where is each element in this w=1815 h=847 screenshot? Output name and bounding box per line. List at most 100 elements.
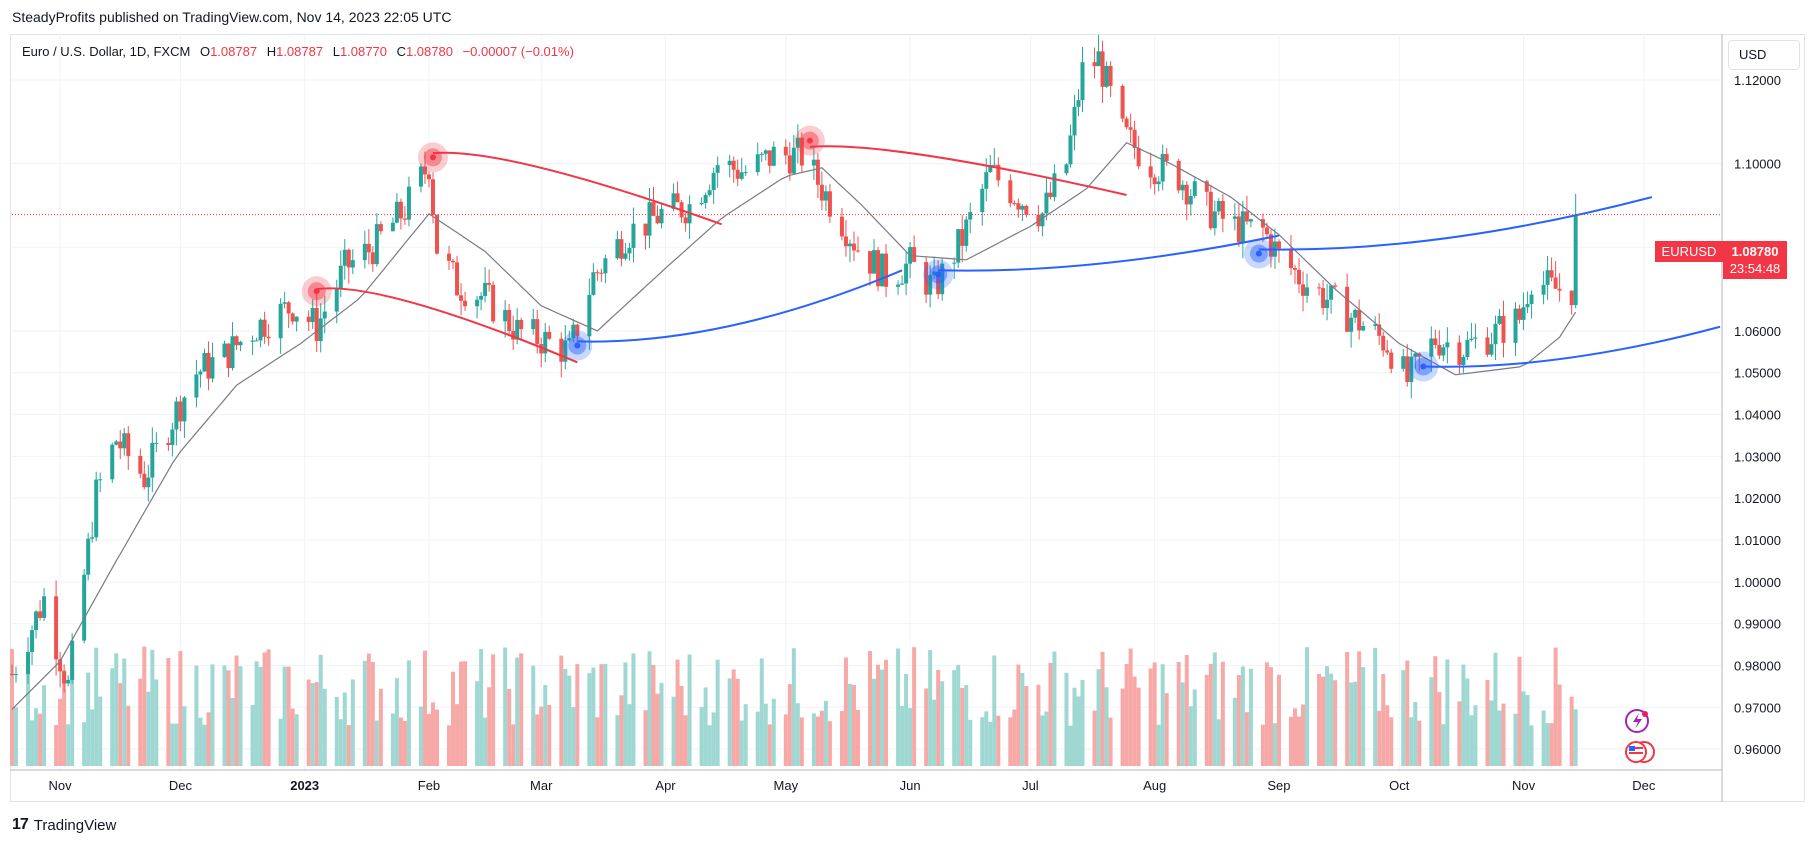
volume-bar <box>868 651 873 766</box>
publisher-line: SteadyProfits published on TradingView.c… <box>12 9 452 25</box>
candle-body <box>1132 129 1137 148</box>
volume-bar <box>735 678 740 766</box>
volume-bar <box>447 725 452 766</box>
volume-bar <box>1100 651 1105 766</box>
volume-bar <box>703 687 708 766</box>
candle-body <box>960 229 965 246</box>
candle-body <box>876 250 881 287</box>
volume-bar <box>1048 662 1053 766</box>
candle-body <box>603 258 608 274</box>
volume-bar <box>98 696 103 766</box>
volume-bar <box>1008 717 1013 766</box>
candle-body <box>743 172 748 174</box>
candle-body <box>567 338 572 341</box>
candle-body <box>394 201 399 223</box>
candle-body <box>426 174 431 180</box>
volume-bar <box>1473 705 1478 766</box>
volume-bar <box>1176 662 1181 766</box>
candle-body <box>1180 184 1185 191</box>
volume-bar <box>1020 672 1025 766</box>
volume-bar <box>936 669 941 766</box>
volume-bar <box>956 664 961 766</box>
volume-bar <box>451 671 456 766</box>
currency-button[interactable]: USD <box>1728 40 1800 70</box>
volume-bar <box>1276 674 1281 766</box>
candle-body <box>1329 285 1334 300</box>
candle-body <box>1305 287 1310 296</box>
volume-bar <box>1401 670 1406 766</box>
volume-bar <box>250 705 255 766</box>
candle-body <box>1248 219 1253 222</box>
volume-bar <box>623 662 628 766</box>
candle-body <box>507 309 512 331</box>
tradingview-brand: TradingView <box>33 816 117 834</box>
volume-bar <box>1096 669 1101 766</box>
volume-bar <box>1208 663 1213 766</box>
candle-body <box>1429 338 1434 357</box>
candle-body <box>783 146 788 156</box>
candle-body <box>1457 342 1462 365</box>
candle-body <box>34 611 39 631</box>
candle-body <box>166 442 171 446</box>
price-tag-price: 1.08780 <box>1732 244 1779 259</box>
candle-body <box>543 331 548 354</box>
candle-body <box>406 186 411 220</box>
volume-bar <box>370 661 375 766</box>
event-icons[interactable] <box>1625 709 1655 763</box>
candle-body <box>1052 173 1057 198</box>
candle-body <box>1204 181 1209 192</box>
volume-bar <box>1501 703 1506 766</box>
candle-body <box>194 374 199 398</box>
candle-body <box>1433 338 1438 345</box>
volume-bar <box>1152 662 1157 766</box>
volume-bar <box>1381 674 1386 766</box>
volume-bar <box>904 674 909 766</box>
volume-bar <box>1156 724 1161 766</box>
candle-body <box>1409 356 1414 383</box>
candle-body <box>535 319 540 345</box>
volume-bar <box>1128 648 1133 766</box>
candle-body <box>447 253 452 261</box>
candle-body <box>675 193 680 203</box>
volume-bar <box>1264 662 1269 766</box>
volume-bar <box>58 698 63 766</box>
volume-bar <box>908 708 913 766</box>
volume-bar <box>1497 710 1502 766</box>
candle-body <box>980 188 985 213</box>
candle-body <box>54 596 59 660</box>
candle-body <box>110 444 115 480</box>
footer[interactable]: 17 TradingView <box>12 816 116 834</box>
volume-bar <box>535 714 540 766</box>
volume-bar <box>988 721 993 766</box>
candle-body <box>14 674 19 676</box>
candle-body <box>479 295 484 300</box>
tradingview-logo-icon: 17 <box>12 816 29 833</box>
volume-bar <box>1557 684 1562 766</box>
open-value: 1.08787 <box>210 44 258 59</box>
volume-bar <box>839 711 844 766</box>
volume-bar <box>619 695 624 766</box>
volume-bar <box>266 649 271 766</box>
volume-bar <box>1529 725 1534 766</box>
volume-bar <box>964 685 969 766</box>
candle-body <box>539 344 544 354</box>
volume-bar <box>390 713 395 766</box>
volume-bar <box>679 685 684 766</box>
candle-body <box>1353 309 1358 318</box>
candle-body <box>170 429 175 446</box>
x-tick-label: Nov <box>49 778 73 793</box>
volume-bar <box>659 682 664 766</box>
candle-body <box>1104 65 1109 87</box>
volume-bar <box>952 670 957 766</box>
volume-bar <box>1064 672 1069 766</box>
volume-bar <box>126 705 131 766</box>
candle-body <box>968 212 973 220</box>
blue-arc <box>1258 196 1653 251</box>
volume-bar <box>928 650 933 766</box>
candle-body <box>178 401 183 422</box>
volume-bar <box>1204 674 1209 766</box>
candle-body <box>1092 62 1097 67</box>
x-tick-label: Jul <box>1022 778 1039 793</box>
volume-bar <box>402 720 407 766</box>
